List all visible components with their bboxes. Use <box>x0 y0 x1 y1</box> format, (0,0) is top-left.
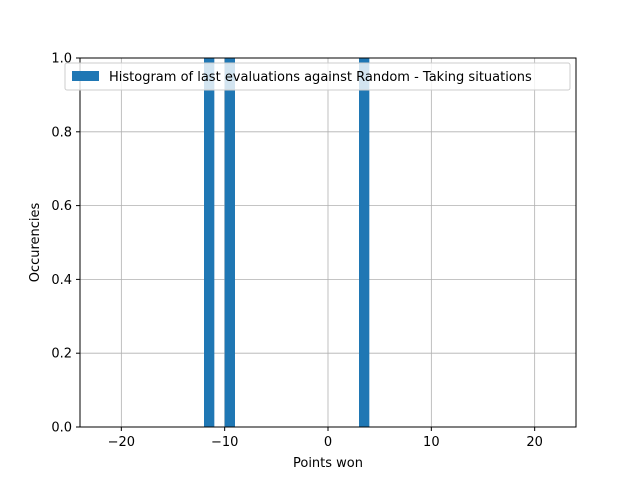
legend: Histogram of last evaluations against Ra… <box>64 62 571 91</box>
y-tick-label: 0.4 <box>51 273 72 288</box>
y-tick-label: 0.2 <box>51 347 72 362</box>
x-tick-label: −10 <box>211 435 238 450</box>
x-axis-label: Points won <box>293 456 363 471</box>
y-axis-label: Occurencies <box>28 202 43 282</box>
x-axis-ticks: −20 −10 0 10 20 <box>108 427 543 450</box>
y-tick-label: 0.8 <box>51 125 72 140</box>
bars <box>204 58 370 427</box>
histogram-bar <box>359 58 370 427</box>
x-tick-label: 10 <box>423 435 440 450</box>
y-tick-label: 0.6 <box>51 199 72 214</box>
x-tick-label: 20 <box>526 435 543 450</box>
x-tick-label: −20 <box>108 435 135 450</box>
legend-swatch <box>72 71 99 81</box>
x-tick-label: 0 <box>324 435 332 450</box>
legend-box <box>64 62 571 91</box>
y-tick-label: 0.0 <box>51 421 72 436</box>
y-axis-ticks: 0.00.20.40.60.81.0 <box>51 52 80 436</box>
histogram-bar <box>224 58 235 427</box>
grid-lines <box>80 57 576 428</box>
legend-label: Histogram of last evaluations against Ra… <box>109 70 532 85</box>
histogram-bar <box>204 58 215 427</box>
